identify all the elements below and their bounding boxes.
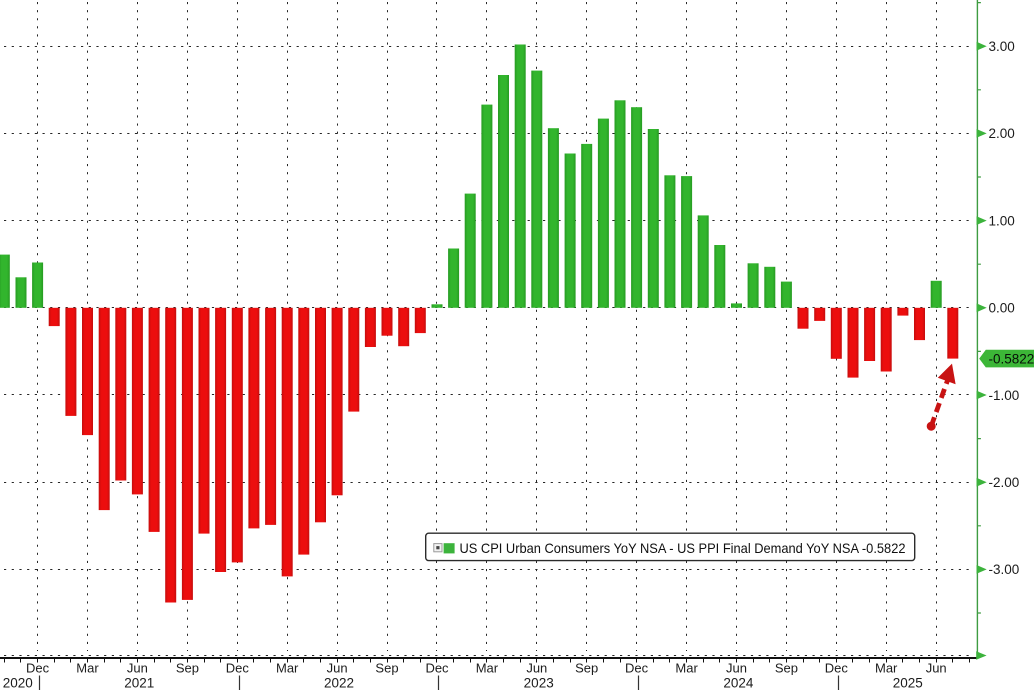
svg-text:Dec: Dec: [226, 661, 250, 676]
svg-text:-0.5822: -0.5822: [989, 351, 1034, 366]
svg-text:Jun: Jun: [127, 661, 148, 676]
svg-text:0.00: 0.00: [989, 301, 1015, 316]
svg-text:2021: 2021: [124, 676, 154, 691]
svg-text:Dec: Dec: [625, 661, 649, 676]
svg-text:US CPI Urban Consumers YoY NSA: US CPI Urban Consumers YoY NSA - US PPI …: [460, 541, 906, 556]
svg-text:Mar: Mar: [76, 661, 99, 676]
svg-text:2022: 2022: [324, 676, 354, 691]
svg-text:Jun: Jun: [926, 661, 947, 676]
svg-text:Jun: Jun: [327, 661, 348, 676]
svg-text:Jun: Jun: [526, 661, 547, 676]
svg-text:Dec: Dec: [425, 661, 449, 676]
svg-text:Mar: Mar: [675, 661, 698, 676]
svg-text:2025: 2025: [893, 676, 923, 691]
svg-text:Dec: Dec: [26, 661, 50, 676]
svg-text:-2.00: -2.00: [989, 475, 1020, 490]
svg-text:Sep: Sep: [176, 661, 199, 676]
svg-text:2023: 2023: [524, 676, 554, 691]
svg-text:Sep: Sep: [375, 661, 398, 676]
svg-text:Dec: Dec: [825, 661, 849, 676]
svg-text:Jun: Jun: [726, 661, 747, 676]
svg-text:Mar: Mar: [276, 661, 299, 676]
svg-text:Sep: Sep: [575, 661, 598, 676]
svg-text:Mar: Mar: [875, 661, 898, 676]
svg-text:Mar: Mar: [476, 661, 499, 676]
svg-text:2024: 2024: [723, 676, 754, 691]
svg-text:2.00: 2.00: [989, 126, 1015, 141]
svg-text:Sep: Sep: [775, 661, 798, 676]
svg-text:-1.00: -1.00: [989, 388, 1020, 403]
svg-text:2020: 2020: [3, 676, 33, 691]
svg-text:1.00: 1.00: [989, 213, 1015, 228]
svg-text:3.00: 3.00: [989, 39, 1015, 54]
svg-text:-3.00: -3.00: [989, 562, 1020, 577]
